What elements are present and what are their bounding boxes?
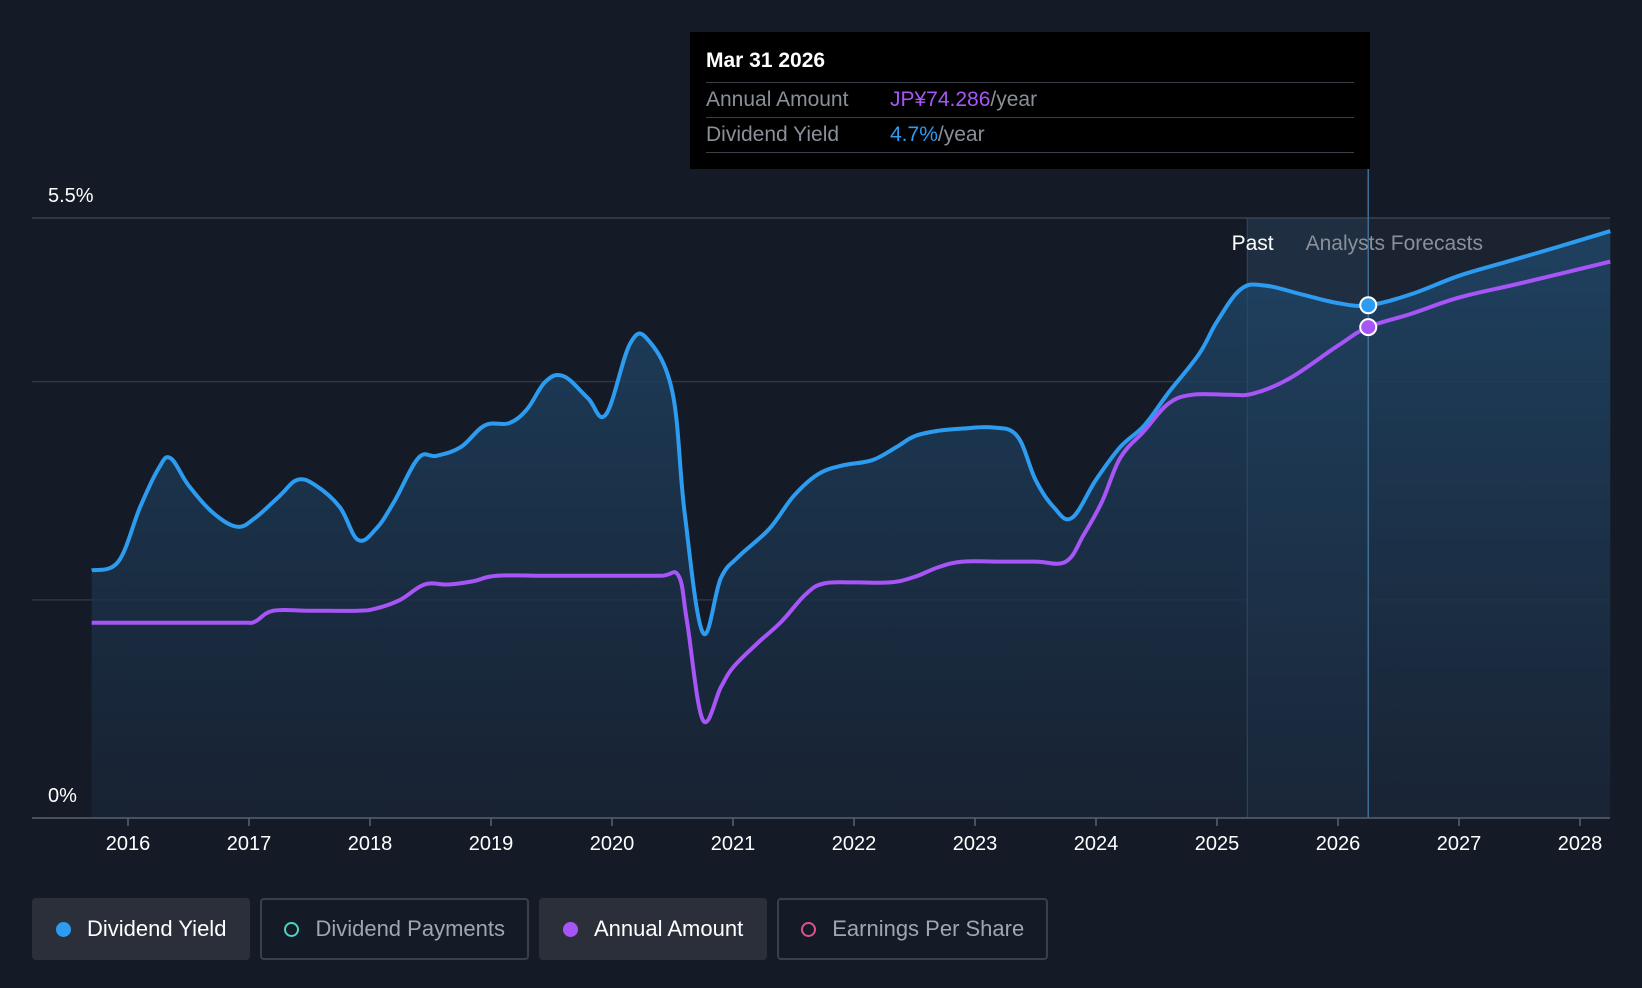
x-axis-ticks: 2016 2017 2018 2019 2020 2021 2022 2023 2024 2025… [106,818,1603,855]
x-tick-label: 2028 [1558,833,1603,855]
x-tick-label: 2019 [469,833,514,855]
tooltip-date: Mar 31 2026 [706,49,826,72]
x-tick-label: 2017 [227,833,272,855]
y-axis-labels: 5.5% 0% [48,185,94,807]
tooltip-annual-amount-unit: /year [990,88,1038,111]
tooltip-annual-amount-value: JP¥74.286 [890,88,991,111]
annual-amount-marker[interactable] [1359,318,1378,337]
tooltip-dividend-yield-unit: /year [937,123,985,146]
y-tick-label: 5.5% [48,185,94,207]
annual-amount-line[interactable] [91,259,1611,725]
legend-earnings-per-share[interactable]: Earnings Per Share [777,898,1049,960]
x-tick-label: 2027 [1437,833,1482,855]
tooltip-annual-amount-label: Annual Amount [706,88,849,111]
legend-dividend-payments[interactable]: Dividend Payments [260,898,529,960]
x-tick-label: 2024 [1074,833,1119,855]
x-tick-label: 2016 [106,833,151,855]
past-label: Past [1232,232,1274,255]
legend-earnings-per-share-label: Earnings Per Share [832,916,1025,941]
legend: Dividend Yield Dividend Payments Annual … [32,898,1049,960]
x-tick-label: 2025 [1195,833,1240,855]
legend-dividend-yield[interactable]: Dividend Yield [32,898,251,960]
dividend-yield-dot-icon [56,921,71,937]
x-tick-label: 2026 [1316,833,1361,855]
legend-annual-amount-label: Annual Amount [593,916,744,941]
x-tick-label: 2023 [953,833,998,855]
x-tick-label: 2022 [832,833,877,855]
annual-amount-dot-icon [562,921,578,937]
tooltip-dividend-yield-label: Dividend Yield [706,123,840,146]
x-tick-label: 2021 [711,833,756,855]
x-tick-label: 2018 [348,833,393,855]
dividend-payments-ring-icon [284,921,300,937]
dividend-yield-marker[interactable] [1359,296,1378,315]
legend-dividend-yield-label: Dividend Yield [87,916,227,941]
legend-annual-amount[interactable]: Annual Amount [538,898,768,960]
y-tick-label: 0% [48,785,77,807]
legend-dividend-payments-label: Dividend Payments [315,916,505,941]
tooltip-dividend-yield-row: Dividend Yield 4.7% /year [706,117,1354,153]
tooltip: Mar 31 2026 Annual Amount JP¥74.286 /yea… [690,32,1370,169]
tooltip-annual-amount-row: Annual Amount JP¥74.286 /year [706,82,1354,117]
dividend-yield-line[interactable] [91,229,1611,637]
dividend-yield-area [91,231,1611,819]
tooltip-dividend-yield-value: 4.7% [890,123,938,146]
x-tick-label: 2020 [590,833,635,855]
forecast-label: Analysts Forecasts [1306,232,1483,255]
earnings-per-share-ring-icon [801,921,817,937]
